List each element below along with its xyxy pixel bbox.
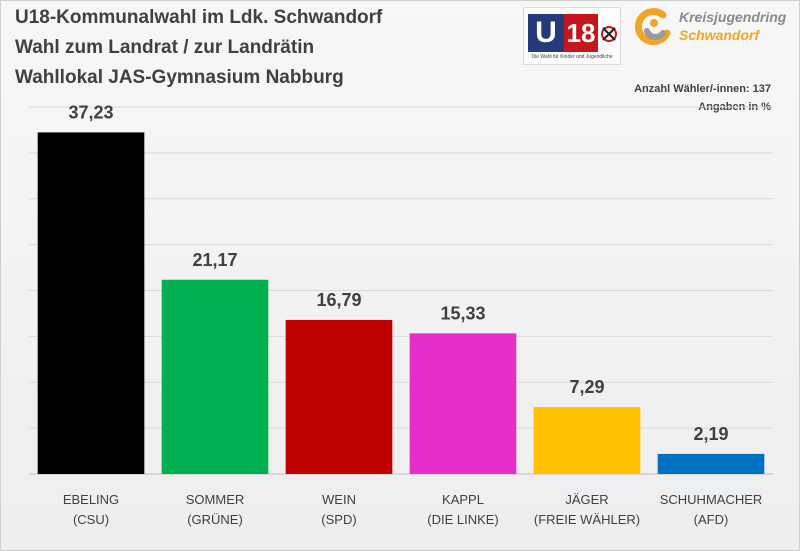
category-label-0-1: (CSU) — [73, 512, 109, 527]
title-line-3: Wahllokal JAS-Gymnasium Nabburg — [15, 67, 344, 88]
value-label-5: 2,19 — [693, 424, 728, 444]
category-label-1-1: (GRÜNE) — [187, 512, 243, 527]
kreisjugendring-mark-icon — [634, 8, 671, 45]
value-label-4: 7,29 — [569, 377, 604, 397]
value-label-1: 21,17 — [192, 250, 237, 270]
category-label-4-0: JÄGER — [565, 492, 608, 507]
category-label-0-0: EBELING — [63, 492, 119, 507]
voters-count-note: Anzahl Wähler/-innen: 137 — [634, 83, 771, 95]
bar-3 — [409, 333, 517, 474]
category-label-1-0: SOMMER — [186, 492, 245, 507]
title-line-1: U18-Kommunalwahl im Ldk. Schwandorf — [15, 7, 383, 28]
bar-1 — [161, 279, 269, 474]
kreisjugendring-logo: Kreisjugendring Schwandorf — [633, 5, 795, 53]
category-label-4-1: (FREIE WÄHLER) — [534, 512, 640, 527]
kreisjugendring-region: Schwandorf — [679, 27, 760, 43]
bar-4 — [533, 407, 641, 474]
u18-logo: U 18 Die Wahl für Kinder und Jugendliche — [523, 7, 621, 65]
ballot-cross-icon — [601, 26, 617, 42]
category-label-2-0: WEIN — [322, 492, 356, 507]
value-label-2: 16,79 — [316, 290, 361, 310]
u18-logo-number: 18 — [564, 14, 598, 52]
category-label-5-1: (AFD) — [694, 512, 729, 527]
bar-2 — [285, 319, 393, 474]
u18-logo-letter: U — [528, 14, 564, 52]
category-label-2-1: (SPD) — [321, 512, 356, 527]
category-label-5-0: SCHUHMACHER — [660, 492, 763, 507]
category-label-3-1: (DIE LINKE) — [427, 512, 499, 527]
value-label-0: 37,23 — [68, 102, 113, 122]
title-line-2: Wahl zum Landrat / zur Landrätin — [15, 37, 315, 58]
bar-0 — [37, 132, 145, 475]
value-label-3: 15,33 — [440, 303, 485, 323]
category-label-3-0: KAPPL — [442, 492, 484, 507]
u18-logo-tagline: Die Wahl für Kinder und Jugendliche — [531, 54, 613, 60]
bar-5 — [657, 453, 765, 474]
kreisjugendring-name: Kreisjugendring — [679, 9, 787, 25]
